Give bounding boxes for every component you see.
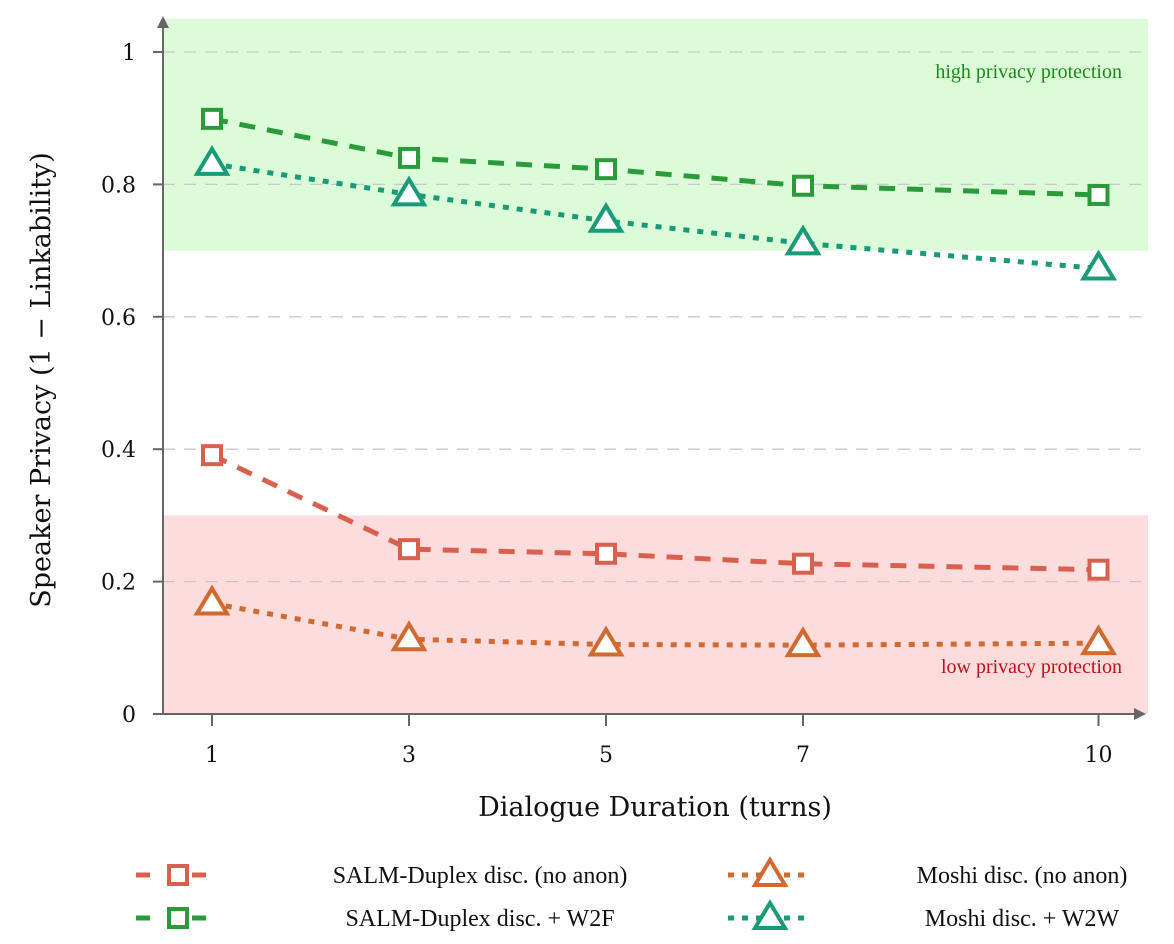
triangle-marker	[587, 625, 625, 657]
square-marker	[1087, 558, 1110, 581]
y-tick-label: 0.8	[101, 173, 136, 198]
square-marker	[792, 552, 814, 575]
legend-item: Moshi disc. (no anon)	[728, 856, 1128, 889]
x-tick-label: 5	[599, 743, 613, 768]
legend-item: Moshi disc. + W2W	[728, 899, 1120, 932]
legend-item: SALM-Duplex disc. (no anon)	[136, 863, 627, 889]
triangle-marker	[784, 626, 822, 658]
legend-label: SALM-Duplex disc. (no anon)	[333, 863, 628, 889]
series-0	[201, 444, 1110, 581]
square-marker	[201, 444, 223, 467]
square-marker	[595, 542, 617, 565]
square-marker	[201, 107, 223, 130]
x-axis-label: Dialogue Duration (turns)	[478, 792, 832, 823]
triangle-marker	[784, 224, 822, 256]
y-axis-arrow-icon	[157, 16, 169, 28]
x-tick-label: 10	[1085, 743, 1113, 768]
legend-square-icon	[167, 907, 189, 929]
regions	[163, 18, 1148, 714]
square-marker	[1087, 183, 1110, 206]
legend-triangle-icon	[751, 899, 789, 930]
legend-item: SALM-Duplex disc. + W2F	[136, 906, 615, 932]
x-tick-label: 3	[402, 743, 416, 768]
series-2	[201, 107, 1110, 206]
triangle-marker	[390, 620, 428, 652]
low-privacy-annotation: low privacy protection	[941, 656, 1122, 678]
triangle-marker	[193, 144, 231, 176]
series-line	[210, 452, 1099, 573]
low-privacy-region	[163, 515, 1148, 714]
high-privacy-region	[163, 18, 1148, 251]
triangle-marker	[1079, 624, 1118, 656]
series-1	[193, 584, 1118, 658]
legend-label: Moshi disc. (no anon)	[917, 863, 1128, 889]
y-tick-label: 0.2	[101, 571, 136, 596]
square-marker	[595, 158, 617, 181]
x-axis-arrow-icon	[1134, 708, 1146, 720]
square-marker	[398, 538, 420, 561]
triangle-marker	[587, 201, 625, 233]
x-tick-label: 7	[796, 743, 810, 768]
series	[193, 107, 1118, 658]
triangle-marker	[1079, 249, 1118, 281]
series-3	[193, 144, 1118, 281]
ticks: 0 0.2 0.4 0.6 0.8 1 1 3 5 7 10	[101, 41, 1113, 768]
y-tick-label: 0.4	[101, 438, 136, 463]
y-tick-label: 0	[122, 703, 136, 728]
legend: SALM-Duplex disc. (no anon) Moshi disc. (…	[136, 856, 1128, 932]
high-privacy-annotation: high privacy protection	[935, 61, 1122, 83]
grid-lines	[163, 51, 1148, 583]
legend-square-icon	[167, 864, 189, 886]
triangle-marker	[390, 175, 428, 207]
square-marker	[398, 146, 420, 169]
square-marker	[792, 174, 814, 197]
y-tick-label: 1	[122, 41, 136, 66]
triangle-marker	[193, 584, 231, 616]
legend-triangle-icon	[751, 856, 789, 887]
x-tick-label: 1	[205, 743, 219, 768]
y-tick-label: 0.6	[101, 306, 136, 331]
y-axis-label: Speaker Privacy (1 − Linkability)	[26, 152, 57, 607]
legend-label: Moshi disc. + W2W	[925, 906, 1120, 932]
axes	[157, 16, 1146, 720]
legend-label: SALM-Duplex disc. + W2F	[345, 906, 614, 932]
